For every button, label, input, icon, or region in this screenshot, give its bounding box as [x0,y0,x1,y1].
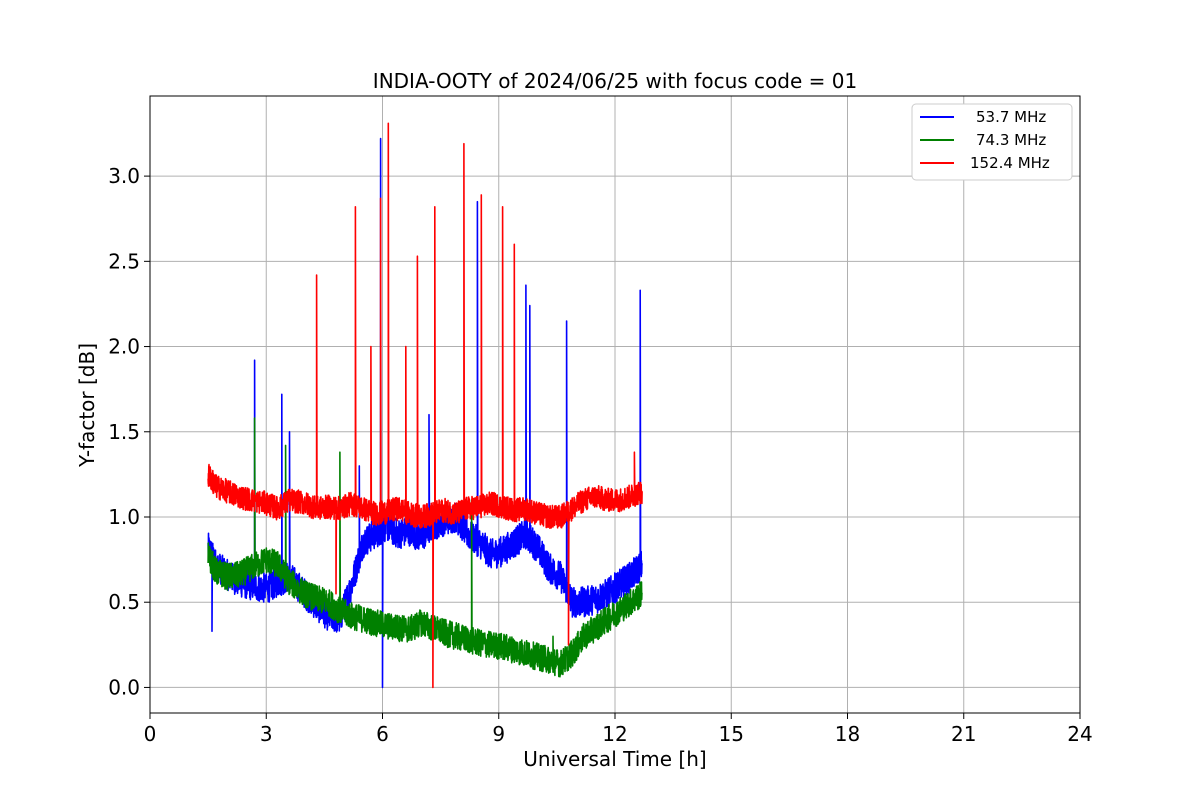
x-tick-label: 12 [602,722,627,746]
x-tick-label: 6 [376,722,389,746]
legend-entry-53-7: 53.7 MHz [920,108,1046,126]
y-tick-label: 0.0 [108,675,140,699]
x-tick-label: 3 [260,722,273,746]
ticks: 0 3 6 9 12 15 18 21 24 0.0 0.5 1.0 1.5 2.0 2.5 3.0 [108,164,1093,746]
x-tick-label: 9 [492,722,505,746]
legend-box [911,103,1073,181]
legend: 53.7 MHz 74.3 MHz 152.4 MHz [911,103,1073,181]
series-layer [207,122,643,689]
x-axis-title: Universal Time [h] [523,747,706,771]
series-line-152-4 [207,122,643,689]
y-tick-label: 3.0 [108,164,140,188]
y-tick-label: 2.0 [108,335,140,359]
legend-label: 53.7 MHz [976,108,1046,126]
y-tick-label: 2.5 [108,249,140,273]
y-tick-label: 1.5 [108,420,140,444]
legend-label: 74.3 MHz [976,131,1046,149]
x-tick-label: 21 [951,722,976,746]
y-axis-title: Y-factor [dB] [75,343,99,468]
y-tick-label: 1.0 [108,505,140,529]
x-tick-label: 18 [835,722,860,746]
chart-title: INDIA-OOTY of 2024/06/25 with focus code… [373,69,857,93]
legend-entry-74-3: 74.3 MHz [920,131,1046,149]
x-tick-label: 24 [1067,722,1092,746]
y-tick-label: 0.5 [108,590,140,614]
legend-entry-152-4: 152.4 MHz [920,154,1050,172]
x-tick-label: 15 [719,722,744,746]
legend-label: 152.4 MHz [970,154,1050,172]
series-line-74-3 [207,417,643,678]
x-tick-label: 0 [144,722,157,746]
